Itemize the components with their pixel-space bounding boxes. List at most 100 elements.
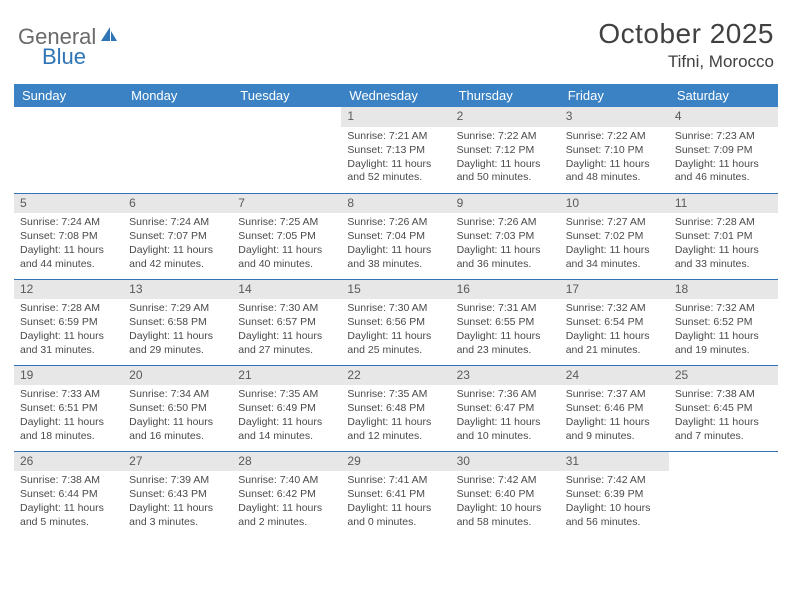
sunset-line: Sunset: 6:46 PM xyxy=(566,402,663,416)
daylight-line: Daylight: 11 hours and 0 minutes. xyxy=(347,502,444,530)
calendar-day-cell: 13Sunrise: 7:29 AMSunset: 6:58 PMDayligh… xyxy=(123,279,232,365)
calendar-table: SundayMondayTuesdayWednesdayThursdayFrid… xyxy=(14,84,778,537)
daylight-line: Daylight: 11 hours and 23 minutes. xyxy=(457,330,554,358)
day-number: 2 xyxy=(451,107,560,127)
calendar-day-cell: 14Sunrise: 7:30 AMSunset: 6:57 PMDayligh… xyxy=(232,279,341,365)
sunrise-line: Sunrise: 7:35 AM xyxy=(238,388,335,402)
day-number: 30 xyxy=(451,452,560,472)
calendar-day-cell: 26Sunrise: 7:38 AMSunset: 6:44 PMDayligh… xyxy=(14,451,123,537)
sunrise-line: Sunrise: 7:22 AM xyxy=(457,130,554,144)
sunset-line: Sunset: 7:01 PM xyxy=(675,230,772,244)
sunset-line: Sunset: 7:10 PM xyxy=(566,144,663,158)
day-number: 29 xyxy=(341,452,450,472)
calendar-day-cell: 12Sunrise: 7:28 AMSunset: 6:59 PMDayligh… xyxy=(14,279,123,365)
sunrise-line: Sunrise: 7:40 AM xyxy=(238,474,335,488)
location-label: Tifni, Morocco xyxy=(598,52,774,72)
day-number: 7 xyxy=(232,194,341,214)
sunset-line: Sunset: 6:40 PM xyxy=(457,488,554,502)
calendar-day-cell xyxy=(232,107,341,193)
calendar-week-row: 1Sunrise: 7:21 AMSunset: 7:13 PMDaylight… xyxy=(14,107,778,193)
daylight-line: Daylight: 11 hours and 12 minutes. xyxy=(347,416,444,444)
sunrise-line: Sunrise: 7:32 AM xyxy=(675,302,772,316)
sunset-line: Sunset: 7:12 PM xyxy=(457,144,554,158)
weekday-header: Friday xyxy=(560,84,669,107)
sunset-line: Sunset: 6:57 PM xyxy=(238,316,335,330)
calendar-day-cell: 31Sunrise: 7:42 AMSunset: 6:39 PMDayligh… xyxy=(560,451,669,537)
calendar-day-cell: 3 Sunrise: 7:22 AMSunset: 7:10 PMDaylight… xyxy=(560,107,669,193)
sail-icon xyxy=(99,25,119,48)
sunset-line: Sunset: 7:02 PM xyxy=(566,230,663,244)
sunset-line: Sunset: 7:05 PM xyxy=(238,230,335,244)
weekday-header: Saturday xyxy=(669,84,778,107)
calendar-page: General October 2025 Tifni, Morocco Blue… xyxy=(0,0,792,547)
sunrise-line: Sunrise: 7:24 AM xyxy=(20,216,117,230)
sunset-line: Sunset: 6:48 PM xyxy=(347,402,444,416)
daylight-line: Daylight: 11 hours and 27 minutes. xyxy=(238,330,335,358)
calendar-day-cell: 7Sunrise: 7:25 AMSunset: 7:05 PMDaylight… xyxy=(232,193,341,279)
calendar-header-row: SundayMondayTuesdayWednesdayThursdayFrid… xyxy=(14,84,778,107)
sunrise-line: Sunrise: 7:38 AM xyxy=(20,474,117,488)
sunset-line: Sunset: 6:55 PM xyxy=(457,316,554,330)
day-number: 13 xyxy=(123,280,232,300)
day-number: 9 xyxy=(451,194,560,214)
daylight-line: Daylight: 11 hours and 31 minutes. xyxy=(20,330,117,358)
daylight-line: Daylight: 11 hours and 14 minutes. xyxy=(238,416,335,444)
brand-part2: Blue xyxy=(42,44,86,69)
sunset-line: Sunset: 7:03 PM xyxy=(457,230,554,244)
sunset-line: Sunset: 6:47 PM xyxy=(457,402,554,416)
page-header: General October 2025 Tifni, Morocco xyxy=(14,18,778,72)
calendar-day-cell: 8Sunrise: 7:26 AMSunset: 7:04 PMDaylight… xyxy=(341,193,450,279)
sunrise-line: Sunrise: 7:42 AM xyxy=(457,474,554,488)
calendar-day-cell: 16Sunrise: 7:31 AMSunset: 6:55 PMDayligh… xyxy=(451,279,560,365)
title-block: October 2025 Tifni, Morocco xyxy=(598,18,774,72)
calendar-day-cell: 24Sunrise: 7:37 AMSunset: 6:46 PMDayligh… xyxy=(560,365,669,451)
sunset-line: Sunset: 6:51 PM xyxy=(20,402,117,416)
daylight-line: Daylight: 11 hours and 19 minutes. xyxy=(675,330,772,358)
daylight-line: Daylight: 11 hours and 48 minutes. xyxy=(566,158,663,186)
sunset-line: Sunset: 7:08 PM xyxy=(20,230,117,244)
calendar-day-cell: 1Sunrise: 7:21 AMSunset: 7:13 PMDaylight… xyxy=(341,107,450,193)
weekday-header: Thursday xyxy=(451,84,560,107)
sunset-line: Sunset: 7:09 PM xyxy=(675,144,772,158)
calendar-day-cell: 19Sunrise: 7:33 AMSunset: 6:51 PMDayligh… xyxy=(14,365,123,451)
daylight-line: Daylight: 11 hours and 34 minutes. xyxy=(566,244,663,272)
daylight-line: Daylight: 11 hours and 29 minutes. xyxy=(129,330,226,358)
sunrise-line: Sunrise: 7:22 AM xyxy=(566,130,663,144)
daylight-line: Daylight: 11 hours and 21 minutes. xyxy=(566,330,663,358)
daylight-line: Daylight: 11 hours and 10 minutes. xyxy=(457,416,554,444)
calendar-day-cell xyxy=(669,451,778,537)
day-number: 17 xyxy=(560,280,669,300)
sunset-line: Sunset: 6:54 PM xyxy=(566,316,663,330)
calendar-day-cell: 17 Sunrise: 7:32 AMSunset: 6:54 PMDayligh… xyxy=(560,279,669,365)
daylight-line: Daylight: 11 hours and 33 minutes. xyxy=(675,244,772,272)
sunset-line: Sunset: 6:42 PM xyxy=(238,488,335,502)
day-number: 15 xyxy=(341,280,450,300)
calendar-week-row: 26Sunrise: 7:38 AMSunset: 6:44 PMDayligh… xyxy=(14,451,778,537)
day-number: 3 xyxy=(560,107,669,127)
day-number: 14 xyxy=(232,280,341,300)
daylight-line: Daylight: 10 hours and 58 minutes. xyxy=(457,502,554,530)
day-number: 21 xyxy=(232,366,341,386)
day-number: 5 xyxy=(14,194,123,214)
day-number: 27 xyxy=(123,452,232,472)
sunrise-line: Sunrise: 7:37 AM xyxy=(566,388,663,402)
sunrise-line: Sunrise: 7:32 AM xyxy=(566,302,663,316)
sunset-line: Sunset: 6:43 PM xyxy=(129,488,226,502)
sunrise-line: Sunrise: 7:33 AM xyxy=(20,388,117,402)
day-number: 28 xyxy=(232,452,341,472)
brand-part2-wrap: Blue xyxy=(18,44,86,70)
sunrise-line: Sunrise: 7:27 AM xyxy=(566,216,663,230)
daylight-line: Daylight: 11 hours and 9 minutes. xyxy=(566,416,663,444)
weekday-header: Wednesday xyxy=(341,84,450,107)
daylight-line: Daylight: 11 hours and 46 minutes. xyxy=(675,158,772,186)
weekday-header: Tuesday xyxy=(232,84,341,107)
daylight-line: Daylight: 11 hours and 25 minutes. xyxy=(347,330,444,358)
calendar-day-cell: 30 Sunrise: 7:42 AMSunset: 6:40 PMDayligh… xyxy=(451,451,560,537)
daylight-line: Daylight: 11 hours and 5 minutes. xyxy=(20,502,117,530)
sunrise-line: Sunrise: 7:28 AM xyxy=(675,216,772,230)
day-number: 18 xyxy=(669,280,778,300)
sunrise-line: Sunrise: 7:23 AM xyxy=(675,130,772,144)
sunrise-line: Sunrise: 7:39 AM xyxy=(129,474,226,488)
day-number: 11 xyxy=(669,194,778,214)
sunrise-line: Sunrise: 7:34 AM xyxy=(129,388,226,402)
